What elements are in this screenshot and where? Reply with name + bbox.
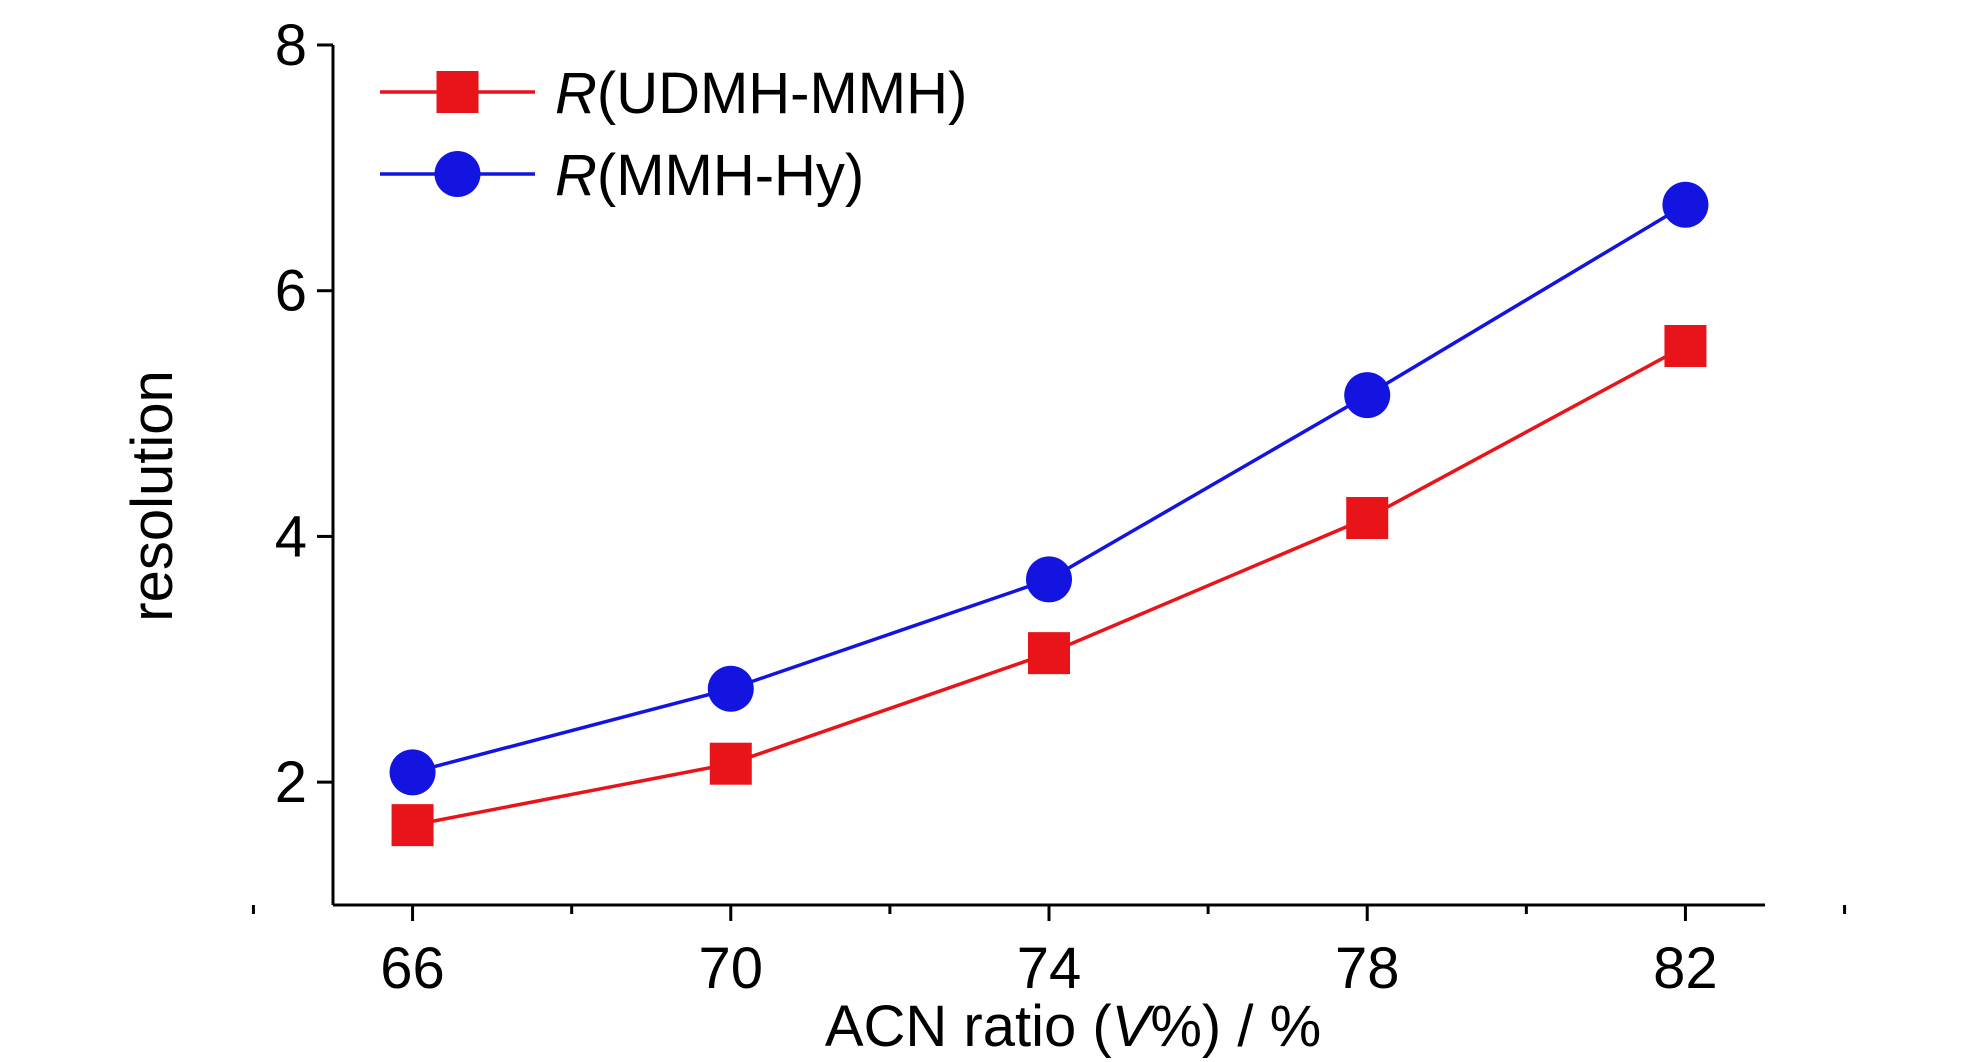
- y-tick-label: 4: [275, 504, 307, 569]
- data-point: [391, 804, 434, 847]
- legend-entry: R(MMH-Hy): [380, 143, 864, 208]
- x-axis-title-italic: V: [1112, 994, 1156, 1059]
- data-point: [1664, 325, 1707, 367]
- legend-label: R(UDMH-MMH): [555, 61, 967, 126]
- y-tick-label: 8: [275, 13, 307, 78]
- data-point: [707, 665, 754, 712]
- y-axis-title: resolution: [120, 370, 185, 621]
- legend-marker: [434, 151, 481, 197]
- axes: [331, 45, 1765, 907]
- x-axis-title-prefix: ACN ratio (: [825, 994, 1112, 1059]
- x-tick-label: 82: [1653, 936, 1718, 1001]
- x-tick-label: 78: [1335, 936, 1400, 1001]
- data-point: [709, 742, 752, 785]
- series-line: [412, 203, 1687, 775]
- legend-label: R(MMH-Hy): [555, 143, 864, 208]
- data-point: [1028, 632, 1070, 675]
- legend-marker: [436, 71, 479, 113]
- data-point: [389, 749, 436, 796]
- x-ticks: 66 70 74 78 82: [251, 905, 1847, 1001]
- legend-entry: R(UDMH-MMH): [380, 61, 967, 126]
- legend: R(UDMH-MMH) R(MMH-Hy): [380, 61, 967, 208]
- y-tick-label: 2: [275, 750, 307, 815]
- series-2: [389, 181, 1709, 796]
- series-layer: [389, 181, 1709, 847]
- x-tick-label: 70: [699, 936, 764, 1001]
- x-axis-title-suffix: %) / %: [1150, 994, 1321, 1059]
- x-tick-label: 74: [1017, 936, 1082, 1001]
- x-tick-label: 66: [380, 936, 445, 1001]
- x-axis-title: ACN ratio (V%) / %: [825, 994, 1321, 1059]
- data-point: [1346, 497, 1389, 539]
- series-1: [391, 325, 1707, 847]
- y-tick-label: 6: [275, 259, 307, 324]
- y-ticks: 2 4 6 8: [275, 13, 333, 815]
- data-point: [1344, 372, 1391, 419]
- data-point: [1026, 556, 1072, 603]
- data-point: [1662, 181, 1709, 228]
